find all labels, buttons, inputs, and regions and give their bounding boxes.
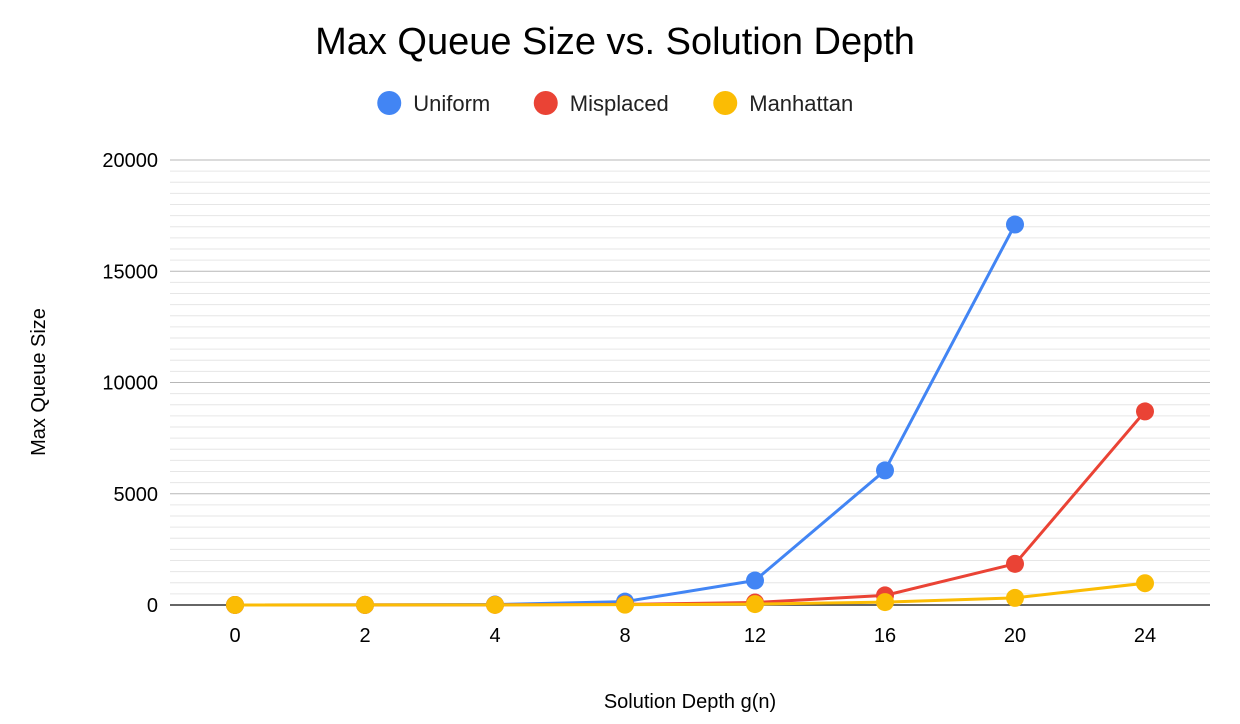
legend-label-misplaced: Misplaced xyxy=(570,91,669,116)
x-axis-ticks: 0 2 4 8 12 16 20 24 xyxy=(229,625,1156,647)
data-point-manhattan xyxy=(1136,574,1154,593)
data-point-manhattan xyxy=(876,593,894,612)
legend: Uniform Misplaced Manhattan xyxy=(377,91,853,116)
chart-title: Max Queue Size vs. Solution Depth xyxy=(315,21,915,63)
x-axis-title: Solution Depth g(n) xyxy=(604,691,776,713)
x-tick-label: 0 xyxy=(229,625,240,647)
data-point-manhattan xyxy=(486,595,504,614)
data-point-manhattan xyxy=(356,595,374,614)
y-tick-label: 10000 xyxy=(102,373,158,395)
x-tick-label: 8 xyxy=(619,625,630,647)
data-point-manhattan xyxy=(1006,588,1024,607)
data-point-uniform xyxy=(746,571,764,590)
y-tick-label: 15000 xyxy=(102,261,158,283)
x-tick-label: 2 xyxy=(359,625,370,647)
data-point-manhattan xyxy=(616,595,634,614)
legend-label-manhattan: Manhattan xyxy=(749,91,853,116)
y-axis-title: Max Queue Size xyxy=(28,308,50,456)
x-tick-label: 12 xyxy=(744,625,766,647)
series-layer xyxy=(226,215,1154,614)
data-point-manhattan xyxy=(226,595,244,614)
x-tick-label: 4 xyxy=(489,625,500,647)
series-manhattan xyxy=(226,574,1154,614)
legend-marker-uniform xyxy=(377,91,402,115)
data-point-misplaced xyxy=(1006,554,1024,573)
y-tick-label: 5000 xyxy=(114,484,159,506)
legend-label-uniform: Uniform xyxy=(413,91,490,116)
series-line-manhattan xyxy=(233,581,1147,607)
data-point-uniform xyxy=(1006,215,1024,234)
series-misplaced xyxy=(226,402,1154,614)
y-axis-ticks: 0 5000 10000 15000 20000 xyxy=(102,150,158,617)
data-point-manhattan xyxy=(746,595,764,614)
y-tick-label: 20000 xyxy=(102,150,158,172)
gridlines xyxy=(170,159,1210,595)
series-line-misplaced xyxy=(233,409,1147,607)
data-point-misplaced xyxy=(1136,402,1154,421)
y-tick-label: 0 xyxy=(147,595,158,617)
legend-marker-manhattan xyxy=(713,91,738,115)
x-tick-label: 20 xyxy=(1004,625,1026,647)
legend-marker-misplaced xyxy=(533,91,558,115)
series-line-uniform xyxy=(233,223,1017,607)
series-uniform xyxy=(226,215,1024,614)
x-tick-label: 16 xyxy=(874,625,896,647)
x-tick-label: 24 xyxy=(1134,625,1156,647)
data-point-uniform xyxy=(876,461,894,480)
